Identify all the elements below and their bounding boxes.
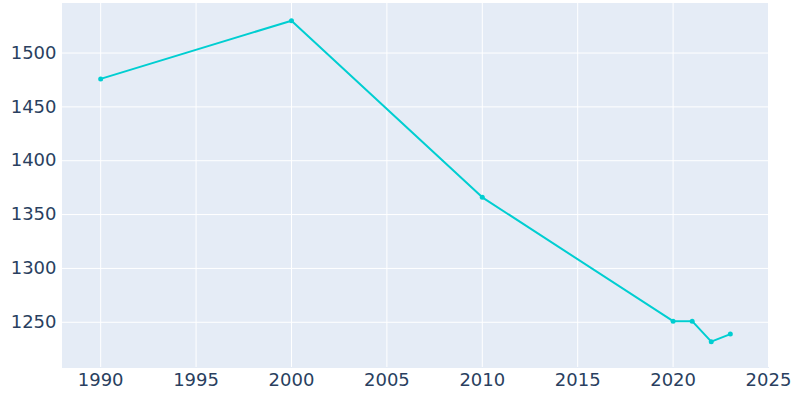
svg-text:2020: 2020	[650, 369, 696, 390]
svg-text:2010: 2010	[459, 369, 505, 390]
svg-text:1990: 1990	[78, 369, 124, 390]
svg-text:1300: 1300	[11, 257, 57, 278]
svg-text:2015: 2015	[555, 369, 601, 390]
svg-text:1250: 1250	[11, 311, 57, 332]
svg-text:1995: 1995	[173, 369, 219, 390]
svg-text:2000: 2000	[269, 369, 315, 390]
svg-text:1500: 1500	[11, 42, 57, 63]
svg-text:2025: 2025	[746, 369, 792, 390]
svg-text:1450: 1450	[11, 96, 57, 117]
svg-text:1350: 1350	[11, 203, 57, 224]
svg-text:1400: 1400	[11, 149, 57, 170]
svg-text:2005: 2005	[364, 369, 410, 390]
